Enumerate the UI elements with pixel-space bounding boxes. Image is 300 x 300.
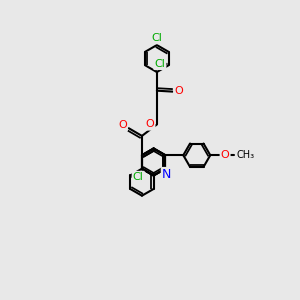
Text: O: O: [174, 86, 183, 96]
Text: O: O: [221, 150, 230, 160]
Text: O: O: [146, 119, 154, 130]
Text: N: N: [162, 168, 171, 181]
Text: O: O: [118, 121, 127, 130]
Text: CH₃: CH₃: [237, 150, 255, 160]
Text: Cl: Cl: [154, 59, 165, 69]
Text: Cl: Cl: [133, 172, 144, 182]
Text: Cl: Cl: [152, 33, 162, 43]
